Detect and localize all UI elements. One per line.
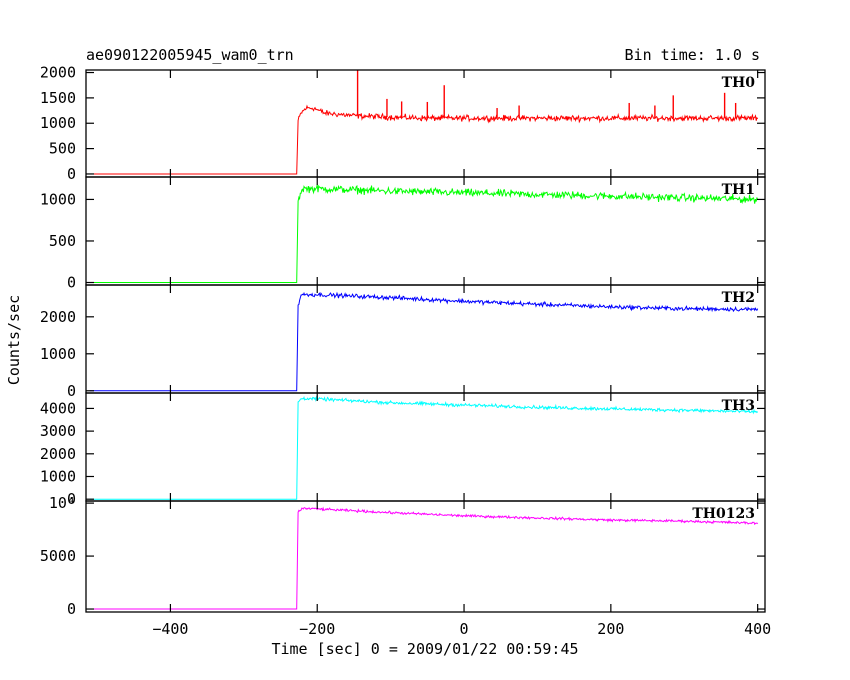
th2-y-tick-label: 2000 <box>40 308 76 326</box>
th0-y-tick-label: 2000 <box>40 64 76 82</box>
th0123-y-tick-label: 10⁴ <box>49 494 76 512</box>
th3-light-curve <box>89 395 759 500</box>
x-tick-label: 200 <box>597 620 624 638</box>
th1-y-tick-label: 500 <box>49 232 76 250</box>
th3-y-tick-label: 3000 <box>40 422 76 440</box>
chart-title: ae090122005945_wam0_trn <box>86 46 294 64</box>
th3-y-tick-label: 0 <box>67 490 76 508</box>
panel-th1: 0 500 1000 TH1 <box>40 176 766 292</box>
x-tick-label: 0 <box>460 620 469 638</box>
th1-light-curve <box>89 184 758 283</box>
y-axis-label: Counts/sec <box>5 295 23 385</box>
th2-y-tick-label: 0 <box>67 382 76 400</box>
th0-y-tick-label: 1500 <box>40 89 76 107</box>
th1-frame <box>85 176 766 286</box>
panel-th3: 0 1000 2000 3000 4000 TH3 <box>40 392 766 508</box>
th2-light-curve <box>89 291 759 392</box>
channel-label-th2: TH2 <box>722 290 755 306</box>
th0-light-curve <box>89 104 759 175</box>
panel-th0: 0 500 1000 1500 2000 TH0 <box>40 64 766 183</box>
th0-y-tick-label: 500 <box>49 140 76 158</box>
th0-frame <box>85 69 766 178</box>
th0-y-tick-label: 0 <box>67 165 76 183</box>
panel-th2: 0 1000 2000 TH2 <box>40 284 766 400</box>
x-axis-label: Time [sec] 0 = 2009/01/22 00:59:45 <box>271 640 578 658</box>
th0-y-tick-label: 1000 <box>40 114 76 132</box>
th0123-frame <box>85 500 766 613</box>
th3-y-tick-label: 2000 <box>40 445 76 463</box>
th0123-light-curve <box>89 506 759 610</box>
th3-frame <box>85 392 766 502</box>
th3-y-tick-label: 1000 <box>40 467 76 485</box>
th2-y-tick-label: 1000 <box>40 345 76 363</box>
th2-frame <box>85 284 766 394</box>
channel-label-th3: TH3 <box>722 398 755 414</box>
channel-label-th0: TH0 <box>722 75 756 91</box>
th1-y-tick-label: 1000 <box>40 190 76 208</box>
channel-label-th0123: TH0123 <box>692 506 755 522</box>
x-tick-label: −200 <box>299 620 335 638</box>
bin-time-label: Bin time: 1.0 s <box>625 46 760 64</box>
th0123-y-tick-label: 5000 <box>40 547 76 565</box>
th3-y-tick-label: 4000 <box>40 399 76 417</box>
x-tick-label: 400 <box>744 620 771 638</box>
panel-th0123: 0 5000 10⁴ TH0123 <box>40 494 766 618</box>
th0123-y-tick-label: 0 <box>67 600 76 618</box>
x-tick-label: −400 <box>152 620 188 638</box>
panels-group: 0500100015002000TH005001000TH1010002000T… <box>40 64 771 638</box>
channel-label-th1: TH1 <box>722 182 755 198</box>
th1-y-tick-label: 0 <box>67 274 76 292</box>
